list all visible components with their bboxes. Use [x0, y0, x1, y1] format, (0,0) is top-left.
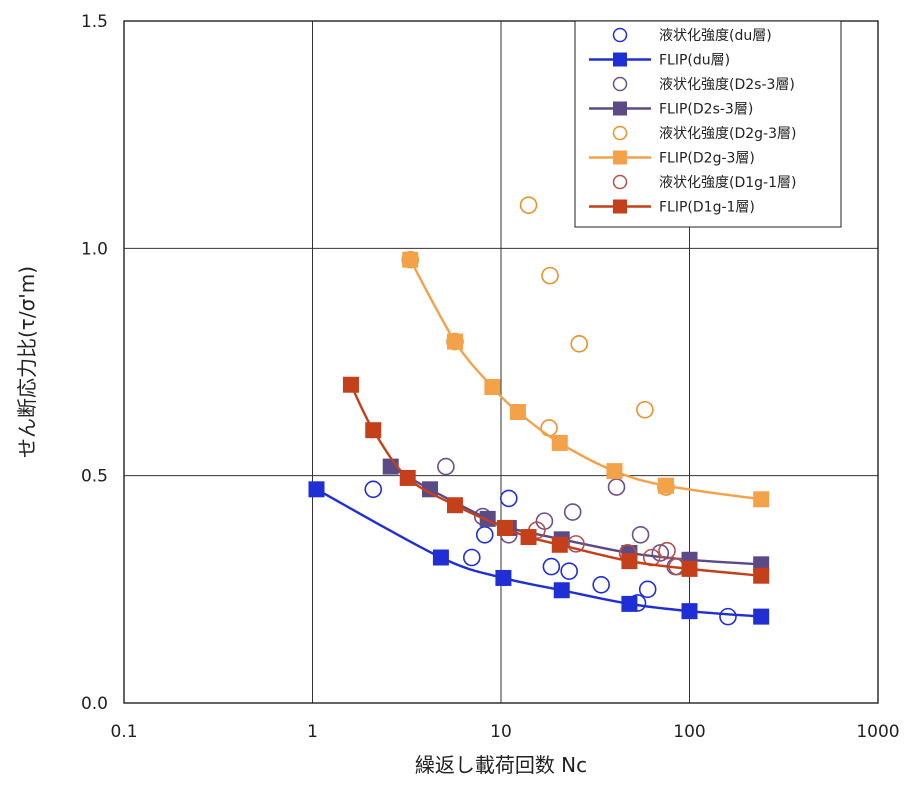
data-point-square	[495, 570, 511, 586]
data-point-square	[365, 422, 381, 438]
data-point-square	[753, 609, 769, 625]
series-5	[402, 252, 769, 508]
legend-swatch-square	[613, 102, 627, 116]
data-point-circle	[637, 402, 653, 418]
legend-entry-label: 液状化強度(D2s-3層)	[659, 77, 795, 93]
legend-entry-label: FLIP(D1g-1層)	[659, 200, 755, 216]
legend-entry-label: 液状化強度(D2g-3層)	[659, 126, 796, 142]
data-point-square	[753, 491, 769, 507]
data-point-circle	[521, 197, 537, 213]
data-point-square	[343, 377, 359, 393]
legend-swatch-square	[613, 200, 627, 214]
series-layer	[308, 197, 769, 624]
data-point-square	[308, 481, 324, 497]
data-point-circle	[541, 420, 557, 436]
data-point-circle	[561, 563, 577, 579]
data-point-square	[447, 497, 463, 513]
data-point-square	[400, 470, 416, 486]
y-tick-label: 1.5	[81, 12, 108, 32]
data-point-circle	[633, 527, 649, 543]
data-point-square	[402, 252, 418, 268]
data-point-square	[606, 463, 622, 479]
series-7	[343, 377, 769, 584]
legend-entry-label: FLIP(D2g-3層)	[659, 151, 755, 167]
y-tick-label: 0.0	[81, 694, 108, 714]
data-point-circle	[720, 609, 736, 625]
legend-entry-label: 液状化強度(du層)	[659, 28, 772, 44]
data-point-square	[753, 568, 769, 584]
data-point-square	[510, 404, 526, 420]
x-tick-label: 1	[307, 722, 318, 742]
data-point-square	[552, 435, 568, 451]
data-point-circle	[501, 490, 517, 506]
data-point-square	[433, 550, 449, 566]
data-point-square	[658, 478, 674, 494]
data-point-circle	[464, 550, 480, 566]
data-point-circle	[640, 581, 656, 597]
y-tick-label: 0.5	[81, 467, 108, 487]
data-point-circle	[571, 336, 587, 352]
data-point-circle	[593, 577, 609, 593]
legend-entry-label: 液状化強度(D1g-1層)	[659, 175, 796, 191]
data-point-circle	[477, 527, 493, 543]
series-0	[365, 481, 736, 624]
data-point-square	[682, 561, 698, 577]
series-1	[308, 481, 769, 624]
x-axis-title: 繰返し載荷回数 Nc	[415, 753, 587, 777]
legend-entry-label: FLIP(du層)	[659, 53, 730, 69]
data-point-circle	[438, 459, 454, 475]
data-point-circle	[609, 479, 625, 495]
data-point-square	[552, 537, 568, 553]
data-point-circle	[543, 559, 559, 575]
legend: 液状化強度(du層) FLIP(du層) 液状化強度(D2s-3層) FLIP(D2s…	[575, 21, 841, 227]
legend-swatch-square	[613, 151, 627, 165]
x-tick-label: 100	[673, 722, 705, 742]
data-point-square	[521, 529, 537, 545]
data-point-circle	[542, 268, 558, 284]
series-4	[402, 197, 674, 495]
y-axis-title: せん断応力比(τ/σ'm)	[15, 266, 39, 458]
data-point-square	[447, 334, 463, 350]
series-line	[410, 260, 761, 500]
y-tick-label: 1.0	[81, 239, 108, 259]
data-point-square	[497, 520, 513, 536]
data-point-circle	[565, 504, 581, 520]
x-tick-label: 10	[490, 722, 512, 742]
data-point-square	[554, 582, 570, 598]
data-point-square	[621, 553, 637, 569]
x-tick-label: 0.1	[110, 722, 137, 742]
legend-entry-label: FLIP(D2s-3層)	[659, 102, 753, 118]
legend-swatch-square	[613, 53, 627, 67]
data-point-square	[682, 603, 698, 619]
data-point-square	[484, 379, 500, 395]
data-point-circle	[365, 481, 381, 497]
data-point-square	[621, 596, 637, 612]
x-tick-label: 1000	[856, 722, 899, 742]
